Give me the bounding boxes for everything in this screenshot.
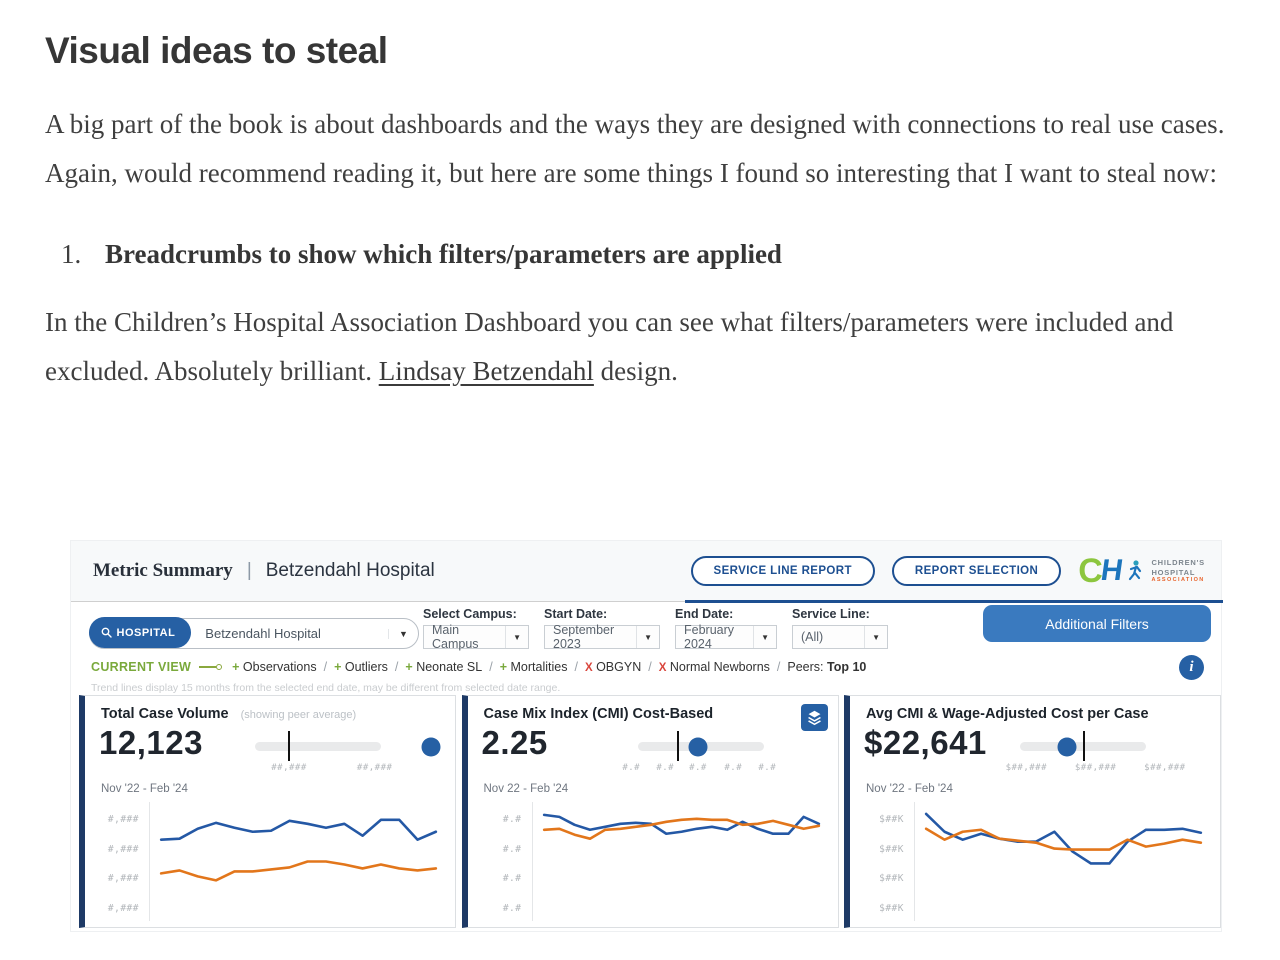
slider-track (255, 742, 381, 751)
hospital-filter[interactable]: HOSPITAL Betzendahl Hospital ▼ (88, 617, 419, 649)
header-accent-line (685, 600, 1223, 603)
info-icon[interactable]: i (1179, 655, 1204, 680)
metric-cards: Total Case Volume (showing peer average)… (79, 695, 1221, 928)
slider-labels: #.# #.# #.# #.# #.# (622, 763, 777, 773)
slider-dot[interactable] (1057, 737, 1077, 756)
dashboard-screenshot: Metric Summary | Betzendahl Hospital SER… (70, 540, 1223, 932)
cha-logo: C H CHILDREN'S HOSPITAL ASSOCIATION (1078, 554, 1205, 588)
logo-letter-c: C (1078, 552, 1103, 590)
current-view-label: CURRENT VIEW (91, 660, 192, 674)
slider-labels: ##,### ##,### (271, 763, 393, 773)
caret-down-icon: ▼ (505, 626, 528, 648)
paragraph-design: In the Children’s Hospital Association D… (45, 298, 1230, 395)
end-date-label: End Date: (675, 607, 734, 621)
hospital-pill[interactable]: HOSPITAL (88, 617, 192, 649)
metric-card-total-case-volume: Total Case Volume (showing peer average)… (79, 695, 456, 928)
paragraph-design-text: In the Children’s Hospital Association D… (45, 307, 1174, 386)
hospital-dropdown-value: Betzendahl Hospital (205, 626, 321, 641)
caret-down-icon: ▼ (753, 626, 776, 648)
list-item-breadcrumbs: 1. Breadcrumbs to show which filters/par… (45, 239, 1230, 270)
caret-down-icon: ▼ (864, 626, 887, 648)
slider-dot[interactable] (421, 737, 441, 756)
select-campus-label: Select Campus: (423, 607, 517, 621)
trend-chart (915, 802, 1212, 921)
trend-chart (150, 802, 447, 921)
title-separator: | (246, 560, 252, 581)
chart-y-labels: $##K $##K $##K $##K (879, 814, 904, 914)
hospital-name: Betzendahl Hospital (265, 560, 435, 581)
metric-card-avg-cost-per-case: Avg CMI & Wage-Adjusted Cost per Case $2… (844, 695, 1221, 928)
trend-chart-block: $##K $##K $##K $##K (858, 802, 1212, 923)
logo-letter-h: H (1098, 554, 1125, 587)
card-subtitle: (showing peer average) (240, 709, 357, 721)
benchmark-slider (637, 731, 764, 761)
dashboard-header: Metric Summary | Betzendahl Hospital SER… (71, 541, 1221, 602)
date-range: Nov '22 - Feb '24 (101, 783, 188, 795)
list-number: 1. (61, 239, 82, 270)
slider-labels: $##,### $##,### $##,### (1005, 763, 1186, 773)
chart-y-labels: #.# #.# #.# #.# (502, 814, 522, 914)
chart-y-labels: #,### #,### #,### #,### (107, 814, 139, 914)
article: Visual ideas to steal A big part of the … (45, 30, 1230, 395)
date-range: Nov '22 - Feb '24 (866, 783, 953, 795)
slider-tick (676, 731, 679, 761)
end-date-dropdown[interactable]: February 2024 ▼ (675, 623, 777, 651)
start-date-dropdown[interactable]: September 2023 ▼ (544, 623, 660, 651)
date-range: Nov 22 - Feb '24 (483, 783, 569, 795)
slider-tick (288, 731, 291, 761)
service-line-label: Service Line: (792, 607, 870, 621)
report-selection-button[interactable]: REPORT SELECTION (891, 556, 1062, 586)
service-line-dropdown[interactable]: (All) ▼ (792, 625, 888, 649)
benchmark-slider (255, 731, 441, 761)
trend-chart-block: #.# #.# #.# #.# (476, 802, 830, 923)
caret-down-icon[interactable]: ▼ (388, 628, 418, 639)
kpi-value: 2.25 (481, 724, 548, 761)
trend-chart (533, 802, 830, 921)
logo-figure-icon (1129, 560, 1142, 581)
slider-track (1020, 742, 1146, 751)
card-title: Avg CMI & Wage-Adjusted Cost per Case (866, 706, 1149, 722)
list-item-title: Breadcrumbs to show which filters/parame… (105, 239, 782, 270)
metric-summary-title: Metric Summary (93, 560, 233, 581)
start-date-label: Start Date: (544, 607, 608, 621)
select-campus-dropdown[interactable]: Main Campus ▼ (423, 623, 529, 651)
filter-selects: Select Campus: Main Campus ▼ Start Date:… (423, 607, 888, 651)
additional-filters-button[interactable]: Additional Filters (983, 605, 1211, 642)
layers-icon[interactable] (800, 704, 828, 731)
slider-tick (1083, 731, 1086, 761)
trend-line-icon (199, 664, 223, 670)
metric-card-case-mix-index: Case Mix Index (CMI) Cost-Based 2.25 #.#… (461, 695, 839, 928)
card-title: Case Mix Index (CMI) Cost-Based (483, 706, 714, 722)
page-title: Visual ideas to steal (45, 30, 388, 71)
kpi-value: 12,123 (99, 724, 203, 761)
service-line-report-button[interactable]: SERVICE LINE REPORT (690, 556, 875, 586)
benchmark-slider (1020, 731, 1146, 761)
current-view-items: + Observations / + Outliers / + Neonate SL / +… (232, 660, 867, 674)
lindsay-betzendahl-link[interactable]: Lindsay Betzendahl (378, 355, 594, 386)
current-view-breadcrumb: CURRENT VIEW + Observations / + Outliers / +… (91, 660, 866, 674)
search-icon (101, 627, 112, 638)
trend-note: Trend lines display 15 months from the s… (91, 682, 561, 694)
trend-chart-block: #,### #,### #,### #,### (93, 802, 447, 923)
slider-dot[interactable] (688, 737, 708, 756)
logo-text: CHILDREN'S HOSPITAL ASSOCIATION (1151, 558, 1205, 583)
card-title: Total Case Volume (101, 706, 229, 722)
caret-down-icon: ▼ (636, 626, 659, 648)
kpi-value: $22,641 (864, 724, 987, 761)
paragraph-intro: A big part of the book is about dashboar… (45, 109, 1225, 188)
paragraph-design-tail: design. (593, 355, 678, 386)
